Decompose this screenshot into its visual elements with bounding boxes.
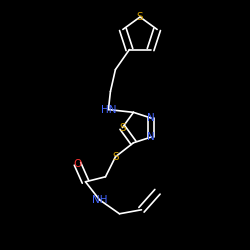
Text: S: S	[112, 152, 119, 162]
Text: O: O	[73, 159, 82, 169]
Text: S: S	[137, 12, 143, 22]
Text: N: N	[148, 113, 155, 123]
Text: S: S	[119, 122, 126, 132]
Text: N: N	[148, 132, 155, 142]
Text: NH: NH	[92, 195, 107, 205]
Text: HN: HN	[101, 104, 116, 115]
